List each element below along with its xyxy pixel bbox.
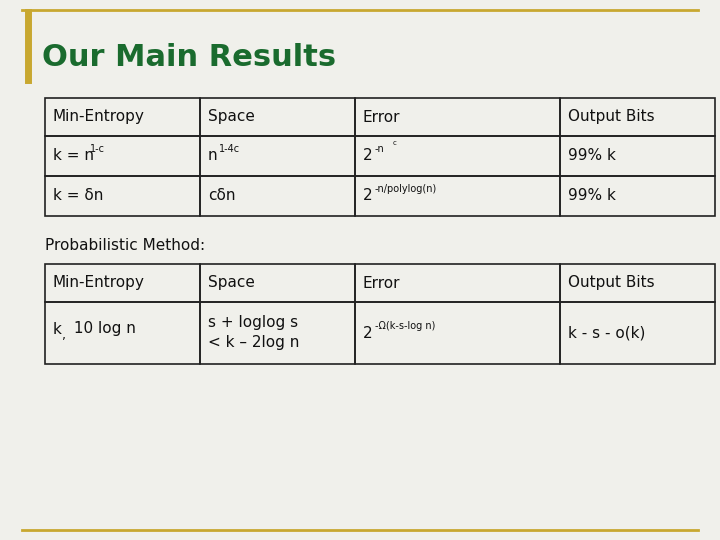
Text: Min-Entropy: Min-Entropy bbox=[53, 275, 145, 291]
Bar bbox=[45, 302, 200, 364]
Bar bbox=[200, 98, 355, 136]
Text: k = n: k = n bbox=[53, 148, 94, 164]
Bar bbox=[45, 136, 200, 176]
Text: k = δn: k = δn bbox=[53, 188, 104, 204]
Text: k: k bbox=[53, 321, 62, 336]
Text: 99% k: 99% k bbox=[568, 188, 616, 204]
Bar bbox=[560, 264, 715, 302]
Text: 1-4c: 1-4c bbox=[219, 144, 240, 154]
Text: 2: 2 bbox=[363, 188, 373, 204]
Bar bbox=[355, 98, 560, 136]
Bar bbox=[200, 302, 355, 364]
Text: Space: Space bbox=[208, 110, 255, 125]
Bar bbox=[560, 302, 715, 364]
Text: 1-c: 1-c bbox=[90, 144, 105, 154]
Text: ,: , bbox=[62, 329, 66, 342]
Text: < k – 2log n: < k – 2log n bbox=[208, 335, 300, 350]
Bar bbox=[560, 136, 715, 176]
Text: Probabilistic Method:: Probabilistic Method: bbox=[45, 238, 205, 253]
Text: 2: 2 bbox=[363, 148, 373, 164]
Text: cδn: cδn bbox=[208, 188, 235, 204]
Bar bbox=[45, 176, 200, 216]
Text: Output Bits: Output Bits bbox=[568, 110, 654, 125]
Text: -n/polylog(n): -n/polylog(n) bbox=[375, 184, 437, 194]
Text: Output Bits: Output Bits bbox=[568, 275, 654, 291]
Bar bbox=[355, 264, 560, 302]
Bar bbox=[45, 264, 200, 302]
Text: -n: -n bbox=[375, 144, 384, 154]
Text: k - s - o(k): k - s - o(k) bbox=[568, 326, 645, 341]
Text: 10 log n: 10 log n bbox=[69, 321, 136, 336]
Bar bbox=[200, 176, 355, 216]
Bar bbox=[45, 98, 200, 136]
Text: n: n bbox=[208, 148, 217, 164]
Text: Error: Error bbox=[363, 110, 400, 125]
Bar bbox=[355, 302, 560, 364]
Bar bbox=[560, 176, 715, 216]
Bar bbox=[560, 98, 715, 136]
Bar bbox=[200, 264, 355, 302]
Text: s + loglog s: s + loglog s bbox=[208, 315, 298, 330]
Text: Our Main Results: Our Main Results bbox=[42, 44, 336, 72]
Bar bbox=[355, 176, 560, 216]
Text: c: c bbox=[393, 140, 397, 146]
Text: 2: 2 bbox=[363, 326, 373, 341]
Text: Min-Entropy: Min-Entropy bbox=[53, 110, 145, 125]
Text: 99% k: 99% k bbox=[568, 148, 616, 164]
Bar bbox=[200, 136, 355, 176]
Text: -Ω(k-s-log n): -Ω(k-s-log n) bbox=[375, 321, 436, 331]
Text: Error: Error bbox=[363, 275, 400, 291]
Bar bbox=[355, 136, 560, 176]
Text: Space: Space bbox=[208, 275, 255, 291]
